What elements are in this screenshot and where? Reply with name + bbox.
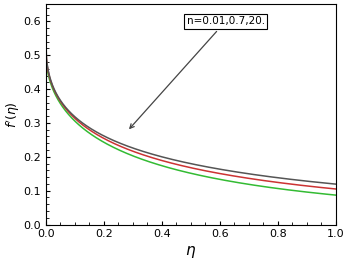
Text: n=0.01,0.7,20.: n=0.01,0.7,20. (130, 16, 265, 128)
X-axis label: $\eta$: $\eta$ (185, 244, 196, 260)
Y-axis label: $f^{\prime}(\eta)$: $f^{\prime}(\eta)$ (5, 101, 22, 128)
